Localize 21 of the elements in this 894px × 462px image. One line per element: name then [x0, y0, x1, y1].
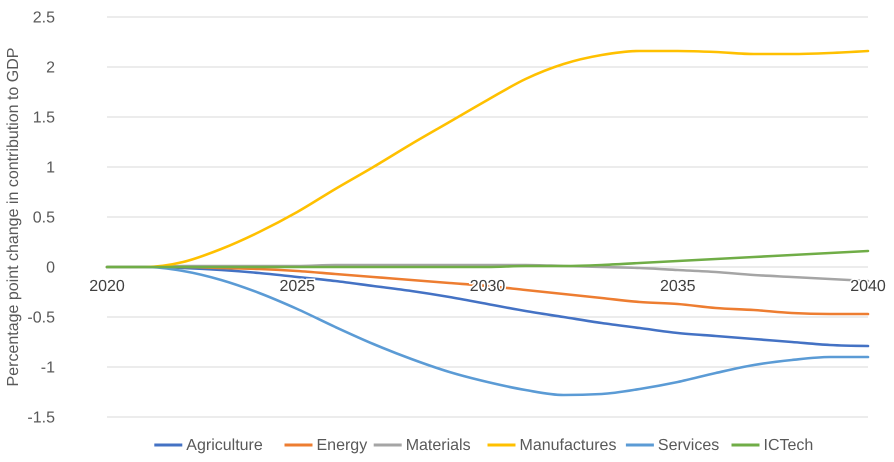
legend-label: Energy: [316, 437, 368, 454]
legend-label: Materials: [406, 437, 471, 454]
y-tick-label: 1.5: [32, 110, 56, 127]
legend-label: ICTech: [764, 437, 814, 454]
y-tick-label: -1: [40, 360, 56, 377]
x-tick-label: 2020: [89, 278, 125, 295]
y-tick-label: -1.5: [27, 410, 56, 427]
y-tick-label: 0.5: [32, 210, 56, 227]
x-tick-label: 2035: [660, 278, 696, 295]
legend-label: Agriculture: [186, 437, 263, 454]
y-axis-title: Percentage point change in contribution to GDP: [5, 48, 22, 386]
y-tick-label: 1: [46, 160, 56, 177]
y-tick-label: 0: [46, 260, 56, 277]
y-tick-label: 2: [46, 60, 56, 77]
line-series: [106, 250, 870, 268]
legend-label: Services: [658, 437, 720, 454]
y-tick-label: -0.5: [27, 310, 56, 327]
x-tick-label: 2040: [850, 278, 886, 295]
legend-label: Manufactures: [520, 437, 616, 454]
y-tick-label: 2.5: [32, 10, 56, 27]
x-tick-label: 2025: [279, 278, 316, 295]
